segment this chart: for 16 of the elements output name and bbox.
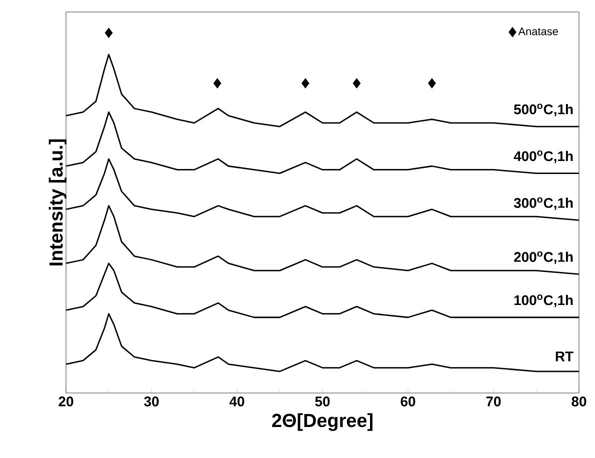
x-tick-label: 30 <box>144 396 159 406</box>
x-tick-label: 20 <box>58 396 74 406</box>
x-tick-label: 40 <box>229 396 244 406</box>
series-label: 300$^{o}$C,1h <box>514 197 573 210</box>
series-label: 400$^{o}$C,1h <box>514 150 573 164</box>
series-label: RT <box>556 352 574 362</box>
series-label: 100$^{o}$C,1h <box>514 294 573 308</box>
series-label: 500$^{o}$C,1h <box>514 104 573 116</box>
y-axis-title: Intensity [a.u.] <box>48 139 66 266</box>
x-tick-label: 50 <box>315 396 330 406</box>
series-label: 200$^{o}$C,1h <box>514 251 573 264</box>
x-tick-label: 60 <box>400 396 416 406</box>
x-axis-title: 2Θ[Degree] <box>272 413 372 431</box>
x-tick-label: 70 <box>486 396 501 406</box>
x-tick-label: 80 <box>572 396 586 406</box>
legend-label: Anatase <box>518 28 558 36</box>
